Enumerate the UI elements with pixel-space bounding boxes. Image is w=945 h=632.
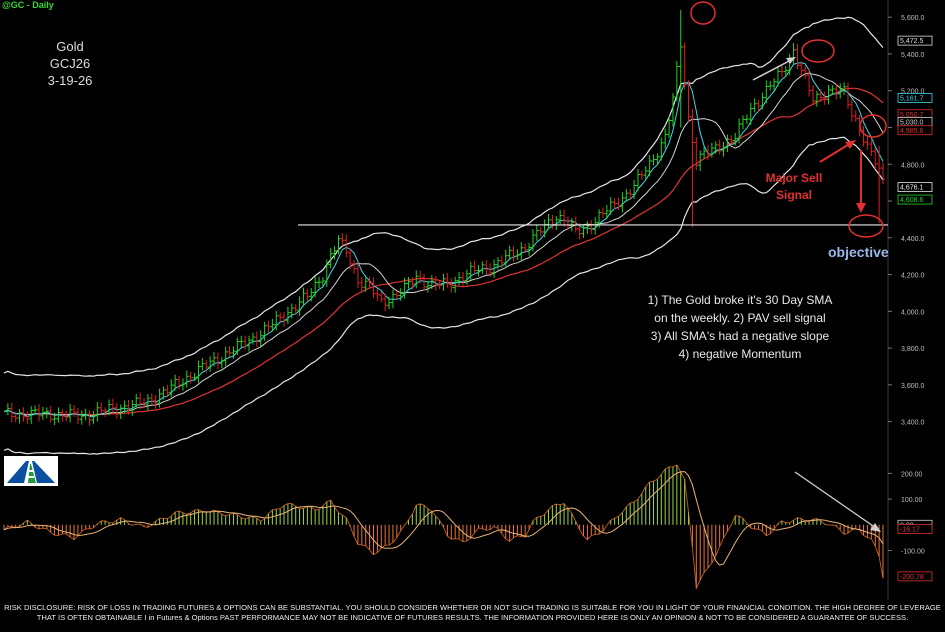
annotation-shapes bbox=[690, 1, 887, 532]
price-flag bbox=[897, 125, 933, 136]
objective-label: objective bbox=[828, 244, 889, 260]
objective-arrowhead bbox=[856, 203, 866, 213]
osc-tick-label: 100.00 bbox=[901, 497, 923, 504]
note-line: 3) All SMA's had a negative slope bbox=[650, 329, 830, 343]
y-tick-label: 3,600.0 bbox=[901, 383, 924, 390]
disclosure-line: RISK DISCLOSURE: RISK OF LOSS IN TRADING… bbox=[4, 603, 941, 612]
price-flag-label: 4,676.1 bbox=[900, 185, 923, 192]
momentum-line bbox=[3, 464, 884, 590]
price-flag bbox=[897, 194, 933, 205]
peak-circle bbox=[690, 1, 716, 25]
price-bars bbox=[5, 9, 885, 426]
price-flag-label: 4,985.6 bbox=[900, 128, 923, 135]
momentum-arrow-line bbox=[794, 471, 877, 529]
price-axis: 3,400.0 3,600.0 3,800.0 4,000.0 4,200.0 4,400… bbox=[888, 15, 933, 582]
momentum-arrowhead bbox=[870, 523, 881, 532]
y-tick-label: 5,200.0 bbox=[901, 89, 924, 96]
price-flag-label: 5,050.7 bbox=[900, 112, 923, 119]
y-tick-label: 4,000.0 bbox=[901, 309, 924, 316]
osc-flag bbox=[897, 524, 933, 534]
analysis-notes: 1) The Gold broke it's 30 Day SMA on the… bbox=[590, 291, 890, 363]
y-tick-label: 4,800.0 bbox=[901, 162, 924, 169]
y-tick-label: 3,800.0 bbox=[901, 346, 924, 353]
breakdown-circle bbox=[859, 114, 887, 138]
signal-line bbox=[3, 471, 884, 566]
chart-header: @GC - Daily bbox=[2, 0, 54, 10]
sell-arrow-line bbox=[819, 142, 852, 163]
price-flag bbox=[897, 35, 933, 46]
note-line: on the weekly. 2) PAV sell signal bbox=[654, 311, 826, 325]
brand-logo bbox=[4, 456, 58, 486]
y-tick-label: 3,400.0 bbox=[901, 420, 924, 427]
osc-tick-label: 200.00 bbox=[901, 471, 923, 478]
disclosure-line: THAT IS OFTEN OBTAINABLE I in Futures & … bbox=[36, 613, 909, 622]
objective-circle bbox=[848, 214, 884, 238]
symbol-name: Gold bbox=[56, 39, 84, 54]
second-peak-circle bbox=[801, 39, 835, 63]
price-flag bbox=[897, 182, 933, 192]
upper-band bbox=[3, 16, 884, 377]
trend-arrowhead bbox=[786, 57, 796, 64]
sell-arrowhead bbox=[845, 140, 856, 149]
y-tick-label: 4,200.0 bbox=[901, 273, 924, 280]
sell-label-line1: Major Sell bbox=[765, 171, 823, 185]
sma-slow-line bbox=[3, 87, 884, 416]
price-flag-label: 5,161.7 bbox=[900, 95, 923, 102]
note-line: 4) negative Momentum bbox=[678, 347, 802, 361]
y-tick-label: 5,600.0 bbox=[901, 15, 924, 22]
osc-tick-label: -100.00 bbox=[901, 548, 925, 555]
momentum-histogram bbox=[3, 464, 884, 590]
note-line: 1) The Gold broke it's 30 Day SMA bbox=[647, 293, 833, 307]
price-flag bbox=[897, 92, 933, 103]
price-flag-label: 5,472.5 bbox=[900, 38, 923, 45]
price-flag-label: 5,030.0 bbox=[900, 120, 923, 127]
trend-arrow-line bbox=[752, 58, 794, 81]
symbol-contract: GCJ26 bbox=[49, 56, 91, 71]
price-flag-label: 4,608.6 bbox=[900, 197, 923, 204]
bollinger-bands bbox=[3, 16, 884, 455]
osc-flag-label: -200.78 bbox=[900, 574, 924, 581]
sell-label-line2: Signal bbox=[775, 188, 812, 202]
y-tick-label: 4,400.0 bbox=[901, 236, 924, 243]
osc-flag-label: -16.17 bbox=[900, 527, 920, 534]
symbol-date: 3-19-26 bbox=[47, 73, 93, 88]
y-tick-label: 5,400.0 bbox=[901, 52, 924, 59]
risk-disclosure: RISK DISCLOSURE: RISK OF LOSS IN TRADING… bbox=[0, 603, 945, 623]
symbol-block: Gold GCJ26 3-19-26 bbox=[20, 38, 120, 89]
osc-flag bbox=[897, 571, 933, 582]
lower-band bbox=[3, 136, 884, 455]
major-sell-signal-label: Major Sell Signal bbox=[748, 170, 840, 204]
